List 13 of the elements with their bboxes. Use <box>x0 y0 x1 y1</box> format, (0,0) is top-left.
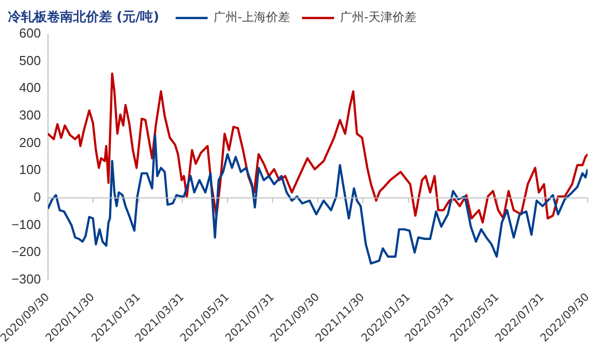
legend-label: 广州-天津价差 <box>340 10 416 24</box>
y-tick-label: 400 <box>19 80 41 96</box>
y-tick-label: 300 <box>19 108 41 123</box>
legend-label: 广州-上海价差 <box>214 10 290 24</box>
y-tick-label: 500 <box>19 52 41 68</box>
y-tick-label: −300 <box>12 271 41 286</box>
y-tick-label: −100 <box>12 216 41 232</box>
y-tick-label: 100 <box>19 162 41 178</box>
y-tick-label: 200 <box>19 134 41 150</box>
y-tick-label: 600 <box>19 26 41 41</box>
y-tick-label: −200 <box>12 244 41 260</box>
y-tick-label: 0 <box>34 189 41 204</box>
chart-title: 冷轧板卷南北价差 (元/吨) <box>8 9 160 26</box>
